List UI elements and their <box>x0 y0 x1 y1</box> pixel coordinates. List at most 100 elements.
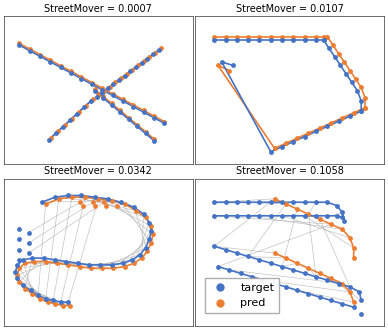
Point <box>112 80 118 85</box>
Point <box>29 255 36 261</box>
Point <box>80 203 87 208</box>
Point <box>256 200 263 205</box>
Point <box>144 56 151 61</box>
Point <box>78 76 85 81</box>
Point <box>351 110 357 116</box>
Point <box>234 200 240 205</box>
Point <box>105 86 111 91</box>
Point <box>47 57 54 63</box>
Point <box>317 271 323 276</box>
Point <box>99 90 105 95</box>
Point <box>100 95 106 101</box>
Point <box>131 261 137 266</box>
Point <box>57 63 64 68</box>
Point <box>234 37 240 43</box>
Point <box>219 59 225 65</box>
Point <box>328 222 334 227</box>
Point <box>290 213 296 218</box>
Point <box>89 82 95 87</box>
Point <box>279 144 285 149</box>
Point <box>336 281 342 286</box>
Point <box>260 278 266 283</box>
Point <box>148 223 154 229</box>
Point <box>351 300 357 305</box>
Point <box>234 34 240 39</box>
Point <box>211 244 217 249</box>
Point <box>256 213 263 218</box>
Point <box>290 37 296 43</box>
Point <box>74 261 81 266</box>
Point <box>139 255 145 261</box>
Point <box>26 48 33 53</box>
Point <box>279 264 285 269</box>
Point <box>78 74 85 80</box>
Point <box>146 237 152 242</box>
Point <box>313 213 319 218</box>
Point <box>39 200 45 205</box>
Point <box>336 119 342 124</box>
Point <box>301 213 308 218</box>
Point <box>245 213 251 218</box>
Point <box>301 134 308 139</box>
Point <box>109 91 116 96</box>
Point <box>339 281 345 286</box>
Point <box>95 196 102 202</box>
Point <box>211 34 217 39</box>
Point <box>50 298 56 303</box>
Point <box>151 114 157 119</box>
Point <box>330 43 336 48</box>
Point <box>320 37 327 43</box>
Point <box>65 300 71 305</box>
Point <box>117 108 123 113</box>
Point <box>283 284 289 289</box>
Point <box>313 274 319 280</box>
Point <box>268 37 274 43</box>
Point <box>279 37 285 43</box>
Point <box>268 200 274 205</box>
Point <box>142 215 149 220</box>
Point <box>347 235 353 241</box>
Point <box>90 97 96 102</box>
Point <box>313 129 319 134</box>
Point <box>256 257 263 262</box>
Point <box>362 105 368 111</box>
Point <box>92 195 98 200</box>
Point <box>78 193 85 198</box>
Point <box>16 237 23 242</box>
Point <box>57 65 64 70</box>
Point <box>351 245 357 250</box>
Point <box>14 262 21 268</box>
Point <box>88 266 94 271</box>
Point <box>245 254 251 259</box>
Point <box>356 289 362 295</box>
Point <box>328 298 334 303</box>
Point <box>16 266 23 271</box>
Point <box>272 281 278 286</box>
Point <box>92 88 98 93</box>
Point <box>339 227 345 232</box>
Point <box>43 296 49 301</box>
Point <box>222 200 229 205</box>
Point <box>109 93 116 98</box>
Point <box>37 54 43 59</box>
Point <box>268 34 274 39</box>
Point <box>133 208 139 214</box>
Point <box>47 59 54 64</box>
Point <box>16 43 23 48</box>
Point <box>151 136 157 142</box>
Point <box>88 98 94 104</box>
Point <box>358 109 364 114</box>
Point <box>43 259 49 264</box>
Point <box>362 105 368 111</box>
Point <box>123 71 130 77</box>
Point <box>125 115 132 120</box>
Point <box>351 255 357 261</box>
Point <box>290 200 296 205</box>
Point <box>317 294 323 300</box>
Point <box>28 288 34 293</box>
Point <box>118 76 124 81</box>
Point <box>129 257 135 262</box>
Point <box>362 95 368 100</box>
Point <box>14 272 21 278</box>
Point <box>129 67 135 72</box>
